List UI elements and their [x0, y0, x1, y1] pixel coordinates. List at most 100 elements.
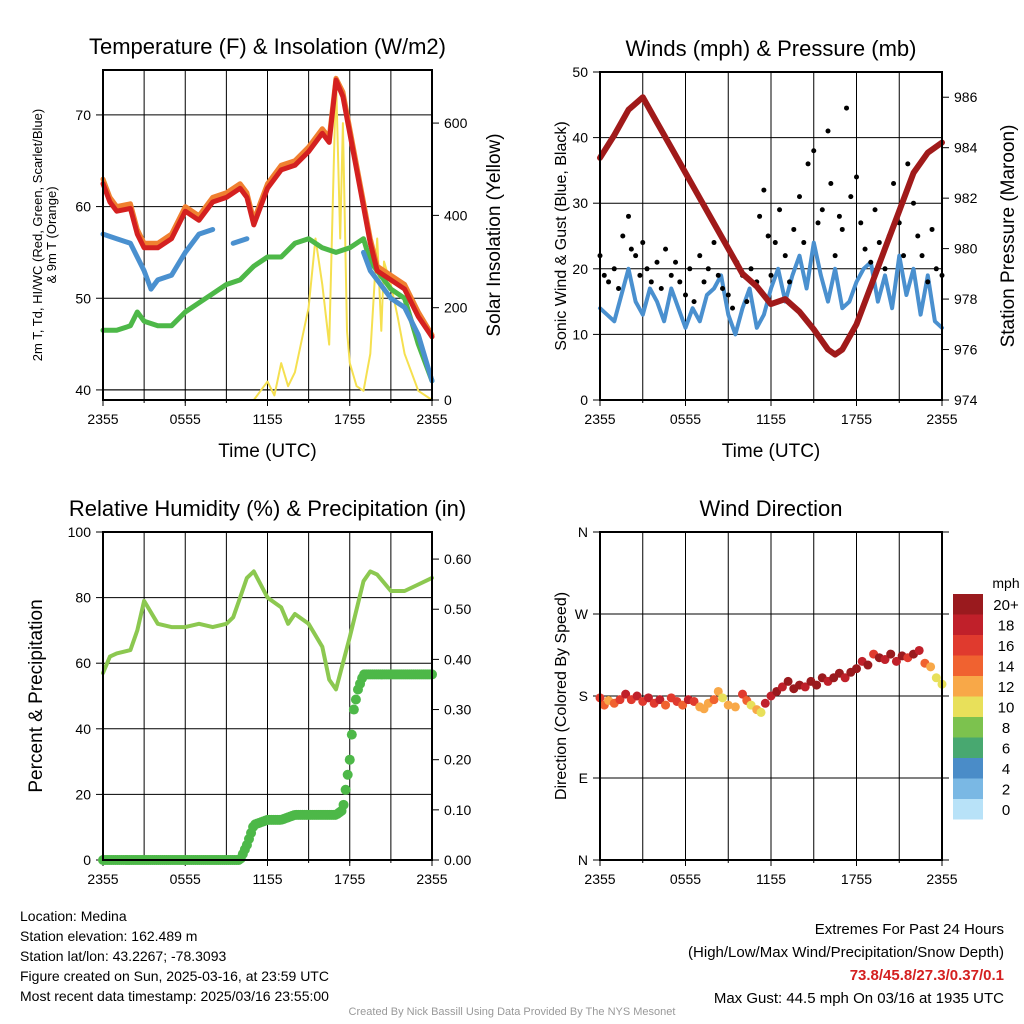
- extremes-title: Extremes For Past 24 Hours: [814, 921, 1004, 938]
- chart-title: Relative Humidity (%) & Precipitation (i…: [69, 496, 466, 521]
- series-pressure: [597, 94, 945, 358]
- x-tick-label: 1155: [756, 871, 786, 887]
- y2-tick-label: 0.60: [444, 551, 471, 567]
- extremes: Extremes For Past 24 Hours (High/Low/Max…: [688, 918, 1004, 1010]
- gust-point: [757, 213, 763, 219]
- recent-timestamp: Most recent data timestamp: 2025/03/16 2…: [20, 988, 329, 1004]
- direction-point: [738, 689, 747, 699]
- legend-swatch: [953, 799, 983, 820]
- legend-label: 0: [1002, 802, 1010, 819]
- x-tick-label: 2355: [416, 411, 447, 427]
- gust-point: [633, 253, 639, 259]
- y2-tick-label: 0.00: [444, 852, 471, 868]
- gust-point: [648, 279, 654, 285]
- y2-tick-label: 976: [954, 342, 978, 358]
- precip-point: [346, 729, 357, 740]
- direction-point: [863, 660, 873, 670]
- y-axis-label: Sonic Wind & Gust (Blue, Black): [553, 121, 570, 350]
- y2-tick-label: 0.50: [444, 601, 471, 617]
- direction-point: [730, 702, 740, 712]
- gust-point: [911, 200, 916, 206]
- chart-title: Temperature (F) & Insolation (W/m2): [89, 34, 446, 59]
- y-tick-label: 60: [75, 655, 91, 671]
- plot-frame: [599, 531, 943, 861]
- y-tick-label: 40: [572, 130, 588, 146]
- x-tick-label: 2355: [926, 411, 957, 427]
- gust-point: [606, 279, 612, 285]
- gust-point: [683, 292, 688, 298]
- gust-point: [882, 266, 888, 272]
- station-info: Location: Medina Station elevation: 162.…: [20, 906, 329, 1006]
- legend-swatch: [953, 655, 983, 676]
- max-gust: Max Gust: 44.5 mph On 03/16 at 1935 UTC: [713, 990, 1004, 1007]
- gust-point: [677, 279, 683, 285]
- y-tick-label: E: [579, 770, 588, 786]
- legend-swatch: [953, 778, 983, 799]
- legend-label: 4: [1002, 761, 1010, 778]
- series-2m-t: [100, 77, 435, 340]
- precip-point: [342, 769, 353, 780]
- gust-point: [691, 299, 697, 305]
- gust-point: [620, 233, 626, 239]
- gust-point: [901, 253, 907, 259]
- y2-tick-label: 974: [954, 392, 978, 408]
- legend-label: 12: [998, 679, 1015, 696]
- gust-point: [828, 181, 834, 187]
- gust-point: [811, 148, 817, 154]
- legend-label: 14: [998, 659, 1015, 676]
- gust-point: [701, 279, 707, 285]
- gust-point: [815, 220, 821, 226]
- credit: Created By Nick Bassill Using Data Provi…: [348, 1006, 676, 1018]
- gust-point: [919, 253, 925, 259]
- y2-tick-label: 982: [954, 190, 978, 206]
- legend-label: 16: [998, 638, 1015, 655]
- y2-tick-label: 200: [444, 300, 468, 316]
- precip-point: [344, 754, 355, 765]
- y-tick-label: 40: [75, 382, 91, 398]
- direction-point: [713, 686, 723, 696]
- gust-point: [832, 253, 838, 259]
- gust-point: [805, 161, 811, 167]
- y-axis-label: Percent & Precipitation: [26, 599, 47, 792]
- legend-swatch: [953, 614, 983, 635]
- x-tick-label: 1755: [334, 411, 365, 427]
- y2-axis-label: Solar Insolation (Yellow): [484, 133, 505, 336]
- gust-point: [854, 174, 859, 180]
- direction-point: [891, 656, 901, 666]
- y-tick-label: 20: [572, 261, 588, 277]
- x-tick-label: 2355: [87, 871, 118, 887]
- y2-tick-label: 980: [954, 241, 978, 257]
- y-tick-label: 100: [68, 524, 92, 540]
- chart-title: Wind Direction: [699, 496, 842, 521]
- gust-point: [868, 259, 874, 265]
- y-tick-label: 0: [580, 392, 588, 408]
- created: Figure created on Sun, 2025-03-16, at 23…: [20, 968, 329, 984]
- legend-label: 8: [1002, 720, 1010, 737]
- x-tick-label: 2355: [926, 871, 957, 887]
- precip-point: [338, 799, 349, 810]
- x-tick-label: 1155: [756, 411, 786, 427]
- gust-point: [611, 266, 617, 272]
- x-tick-label: 1755: [841, 411, 872, 427]
- y2-tick-label: 0: [444, 392, 452, 408]
- legend-swatch: [953, 737, 983, 758]
- gust-point: [787, 279, 793, 285]
- gust-point: [654, 259, 660, 265]
- gust-point: [915, 233, 921, 239]
- y2-tick-label: 986: [954, 89, 978, 105]
- chart-title: Winds (mph) & Pressure (mb): [626, 36, 917, 61]
- direction-point: [661, 700, 671, 710]
- y-tick-label: 30: [572, 195, 588, 211]
- x-tick-label: 2355: [584, 411, 615, 427]
- y2-tick-label: 978: [954, 291, 978, 307]
- gust-point: [929, 226, 935, 232]
- y2-tick-label: 984: [954, 140, 978, 156]
- direction-point: [678, 700, 688, 710]
- y2-tick-label: 0.20: [444, 752, 471, 768]
- y2-tick-label: 0.10: [444, 802, 471, 818]
- y-tick-label: N: [578, 524, 588, 540]
- lat-lon: Station lat/lon: 43.2267; -78.3093: [20, 948, 227, 964]
- gust-point: [730, 305, 736, 311]
- direction-point: [931, 673, 941, 683]
